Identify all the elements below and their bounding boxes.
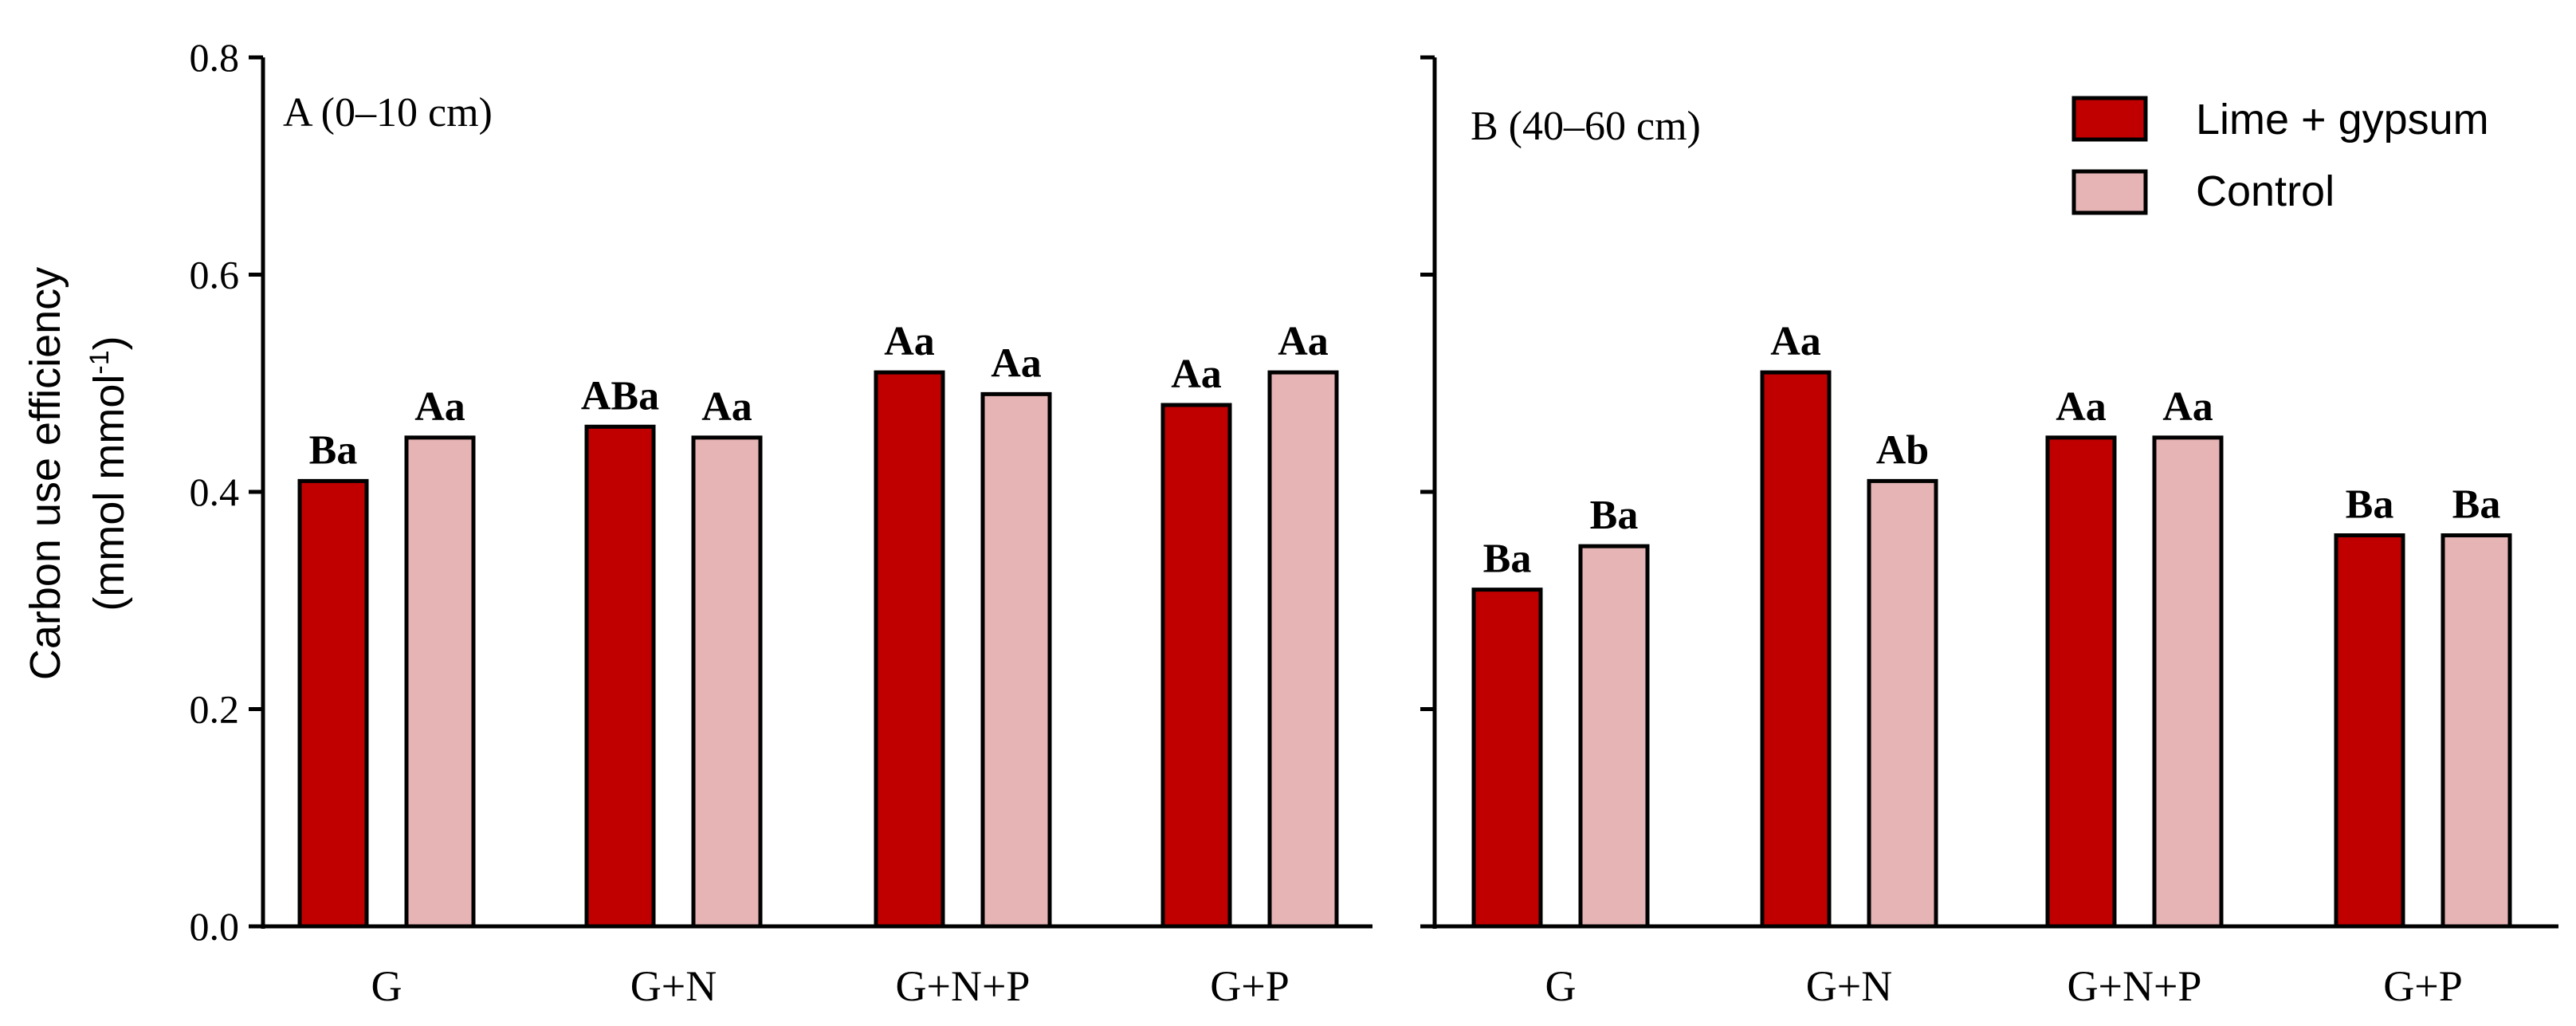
significance-label: ABa: [581, 373, 659, 419]
bar-a-lime-gypsum: [297, 478, 369, 929]
legend-label-control: Control: [2196, 167, 2334, 215]
significance-label: Aa: [701, 384, 752, 430]
y-axis-unit-sup: -1: [84, 350, 115, 374]
y-tick-label: 0.8: [190, 35, 240, 80]
significance-label: Aa: [414, 384, 465, 430]
significance-label: Ba: [1590, 493, 1639, 538]
y-tick-label: 0.6: [190, 253, 240, 297]
bar-b-lime-gypsum: [2334, 533, 2405, 929]
legend: Lime + gypsum Control: [2071, 96, 2489, 215]
bar-b-lime-gypsum: [1471, 588, 1543, 929]
y-tick-label: 0.2: [190, 687, 240, 732]
bar-a-lime-gypsum: [1160, 403, 1232, 929]
panel-b: B (40–60 cm) Ba Ba G Aa Ab G+N Aa Aa G+N+P Ba Ba G+P: [1420, 55, 2558, 1010]
y-axis-unit-pre: (mmol mmol: [85, 375, 133, 611]
significance-label: Ab: [1876, 427, 1929, 473]
bar-a-control: [980, 391, 1052, 929]
significance-label: Aa: [884, 319, 935, 364]
bar-a-control: [404, 435, 476, 929]
x-category-label: G: [371, 962, 402, 1010]
panel-title-b: B (40–60 cm): [1471, 104, 1701, 149]
bar-b-control: [2441, 533, 2512, 929]
x-category-label: G+N: [1806, 962, 1892, 1010]
significance-label: Aa: [2056, 384, 2107, 430]
legend-swatch-lime-gypsum: [2071, 96, 2148, 142]
significance-label: Ba: [309, 427, 358, 473]
bar-b-control: [1578, 544, 1650, 929]
y-axis-title-line2: (mmol mmol-1): [84, 336, 133, 611]
panel-title-a: A (0–10 cm): [283, 90, 493, 136]
bar-a-lime-gypsum: [584, 424, 656, 929]
bar-b-lime-gypsum: [2045, 435, 2117, 929]
significance-label: Aa: [1171, 352, 1222, 397]
bar-b-lime-gypsum: [1760, 370, 1832, 929]
legend-swatch-control: [2071, 169, 2148, 215]
bar-b-control: [1867, 478, 1938, 929]
y-tick-label: 0.4: [190, 470, 240, 514]
bar-a-lime-gypsum: [874, 370, 945, 929]
x-category-label: G+N+P: [2067, 962, 2202, 1010]
significance-label: Ba: [2346, 482, 2394, 528]
x-category-label: G+P: [1210, 962, 1289, 1010]
x-category-label: G: [1545, 962, 1577, 1010]
bar-b-control: [2152, 435, 2224, 929]
x-category-label: G+N+P: [896, 962, 1031, 1010]
significance-label: Aa: [2162, 384, 2213, 430]
x-category-label: G+N: [630, 962, 717, 1010]
panel-a: 0.0 0.2 0.4 0.6 0.8 A (0–10 cm) Ba Aa G ABa Aa G+N A…: [190, 35, 1372, 1010]
y-axis-title-line1: Carbon use efficiency: [22, 267, 69, 680]
significance-label: Ba: [2452, 482, 2501, 528]
y-axis-title: Carbon use efficiency (mmol mmol-1): [22, 267, 133, 680]
bar-a-control: [1267, 370, 1339, 929]
legend-label-lime-gypsum: Lime + gypsum: [2196, 96, 2489, 143]
significance-label: Aa: [1278, 319, 1329, 364]
significance-label: Aa: [1770, 319, 1821, 364]
bar-a-control: [691, 435, 763, 929]
x-category-label: G+P: [2383, 962, 2462, 1010]
significance-label: Ba: [1483, 537, 1532, 582]
y-axis-unit-post: ): [85, 336, 133, 350]
significance-label: Aa: [991, 340, 1042, 386]
y-tick-label: 0.0: [190, 904, 240, 949]
